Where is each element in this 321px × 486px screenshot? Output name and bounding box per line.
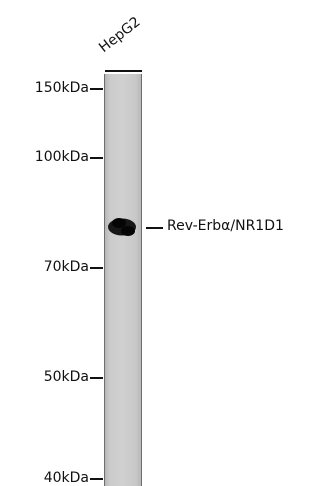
lane-underline [105, 70, 142, 72]
marker-label-100kda: 100kDa [34, 149, 89, 165]
marker-tick-150kda [90, 88, 103, 90]
marker-tick-50kda [90, 377, 103, 379]
band-label: Rev-Erbα/NR1D1 [167, 218, 284, 234]
marker-tick-40kda [90, 478, 103, 480]
marker-label-40kda: 40kDa [43, 470, 89, 486]
marker-tick-70kda [90, 267, 103, 269]
marker-label-70kda: 70kDa [43, 259, 89, 275]
band-pointer-line [146, 227, 163, 229]
protein-band [108, 218, 136, 236]
marker-label-50kda: 50kDa [43, 369, 89, 385]
lane-label: HepG2 [96, 13, 144, 56]
marker-tick-100kda [90, 157, 103, 159]
marker-label-150kda: 150kDa [34, 80, 89, 96]
blot-lane [104, 74, 142, 486]
